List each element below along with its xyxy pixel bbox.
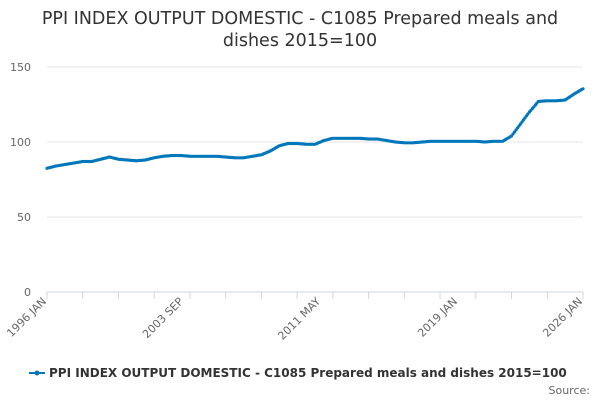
x-tick-label: 2019 JAN: [415, 295, 460, 340]
chart-title-line-1: PPI INDEX OUTPUT DOMESTIC - C1085 Prepar…: [42, 9, 558, 29]
legend[interactable]: PPI INDEX OUTPUT DOMESTIC - C1085 Prepar…: [29, 366, 567, 380]
chart-title-line-2: dishes 2015=100: [223, 31, 377, 51]
x-tick-label: 2026 JAN: [540, 295, 585, 340]
x-tick-label: 2011 MAY: [275, 295, 323, 343]
legend-label[interactable]: PPI INDEX OUTPUT DOMESTIC - C1085 Prepar…: [49, 366, 567, 380]
x-axis-ticks: 1996 JAN 2003 SEP 2011 MAY 2019 JAN 2026 JAN: [4, 292, 585, 343]
series-line[interactable]: [46, 87, 584, 170]
y-axis-ticks: 0 50 100 150: [10, 61, 31, 299]
data-point[interactable]: [581, 87, 585, 91]
y-tick-label: 0: [24, 286, 31, 299]
series-group: [45, 87, 585, 170]
x-tick-label: 1996 JAN: [4, 295, 49, 340]
legend-marker: [34, 370, 40, 376]
source-credit[interactable]: Source:: [549, 384, 591, 397]
x-tick-label: 2003 SEP: [140, 295, 186, 341]
y-tick-label: 100: [10, 136, 31, 149]
y-tick-label: 150: [10, 61, 31, 74]
y-tick-label: 50: [17, 211, 31, 224]
